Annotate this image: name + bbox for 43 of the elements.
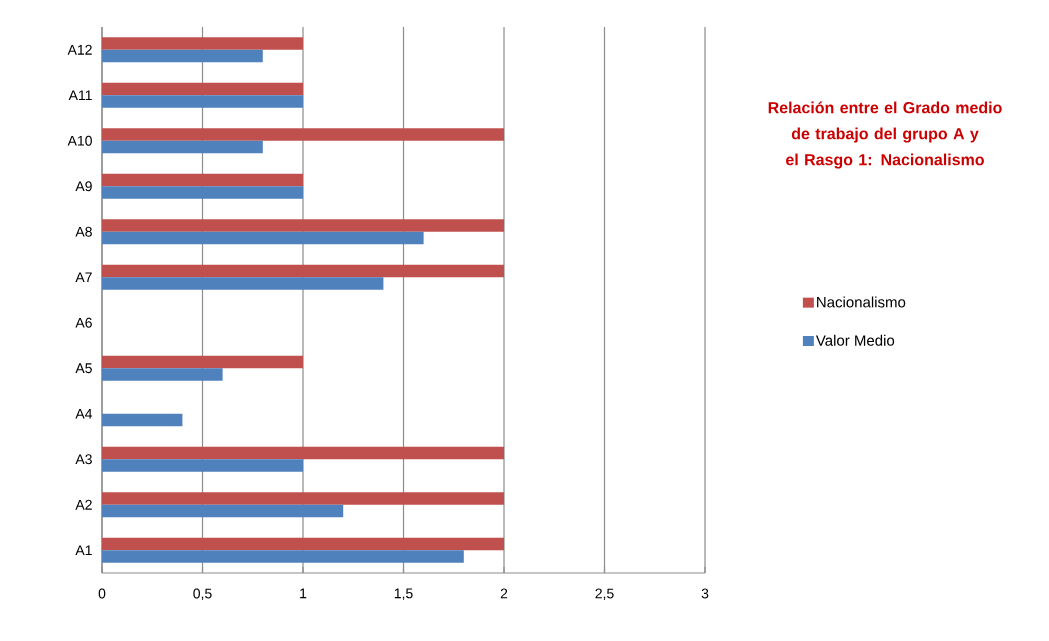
y-tick-label: A4 [75, 408, 93, 419]
bar [102, 49, 263, 63]
y-tick-label: A1 [75, 545, 92, 556]
legend-label: Nacionalismo [817, 296, 906, 308]
y-tick-label: A7 [75, 272, 92, 283]
bar [102, 459, 303, 472]
bar [102, 264, 504, 278]
bar [102, 128, 504, 141]
bar [102, 413, 183, 427]
bar [102, 37, 303, 50]
x-tick-label: 0 [98, 588, 106, 599]
bar [102, 186, 303, 199]
y-tick-label: A12 [67, 44, 92, 55]
bar [102, 550, 464, 563]
bar [102, 492, 504, 505]
bar [102, 219, 504, 232]
y-tick-label: A9 [75, 181, 92, 192]
x-tick-label: 3 [701, 588, 709, 599]
bar [102, 537, 504, 551]
bar [102, 140, 263, 154]
y-tick-label: A11 [68, 90, 92, 101]
bar [102, 355, 303, 369]
bar [102, 231, 424, 245]
y-tick-label: A5 [75, 363, 92, 374]
legend-label: Valor Medio [815, 334, 895, 346]
x-tick-label: 2 [500, 588, 508, 599]
y-tick-label: A10 [67, 135, 92, 146]
y-tick-label: A8 [75, 226, 92, 237]
bar [102, 277, 384, 290]
bar [102, 368, 223, 381]
x-tick-label: 1 [300, 588, 307, 599]
bar [102, 504, 344, 518]
x-tick-label: 2,5 [595, 588, 614, 601]
x-tick-label: 1,5 [394, 588, 413, 600]
x-tick-label: 0,5 [193, 588, 212, 601]
y-tick-label: A3 [75, 454, 92, 465]
bar [102, 446, 504, 460]
bar [102, 95, 303, 108]
text: Relación entre el Grado medio de trabajo del grupo A y el Rasgo 1: Nacionalismo [768, 101, 1002, 169]
bar [102, 173, 303, 187]
bar [102, 82, 303, 96]
y-tick-label: A6 [75, 317, 92, 328]
y-tick-label: A2 [75, 499, 92, 510]
